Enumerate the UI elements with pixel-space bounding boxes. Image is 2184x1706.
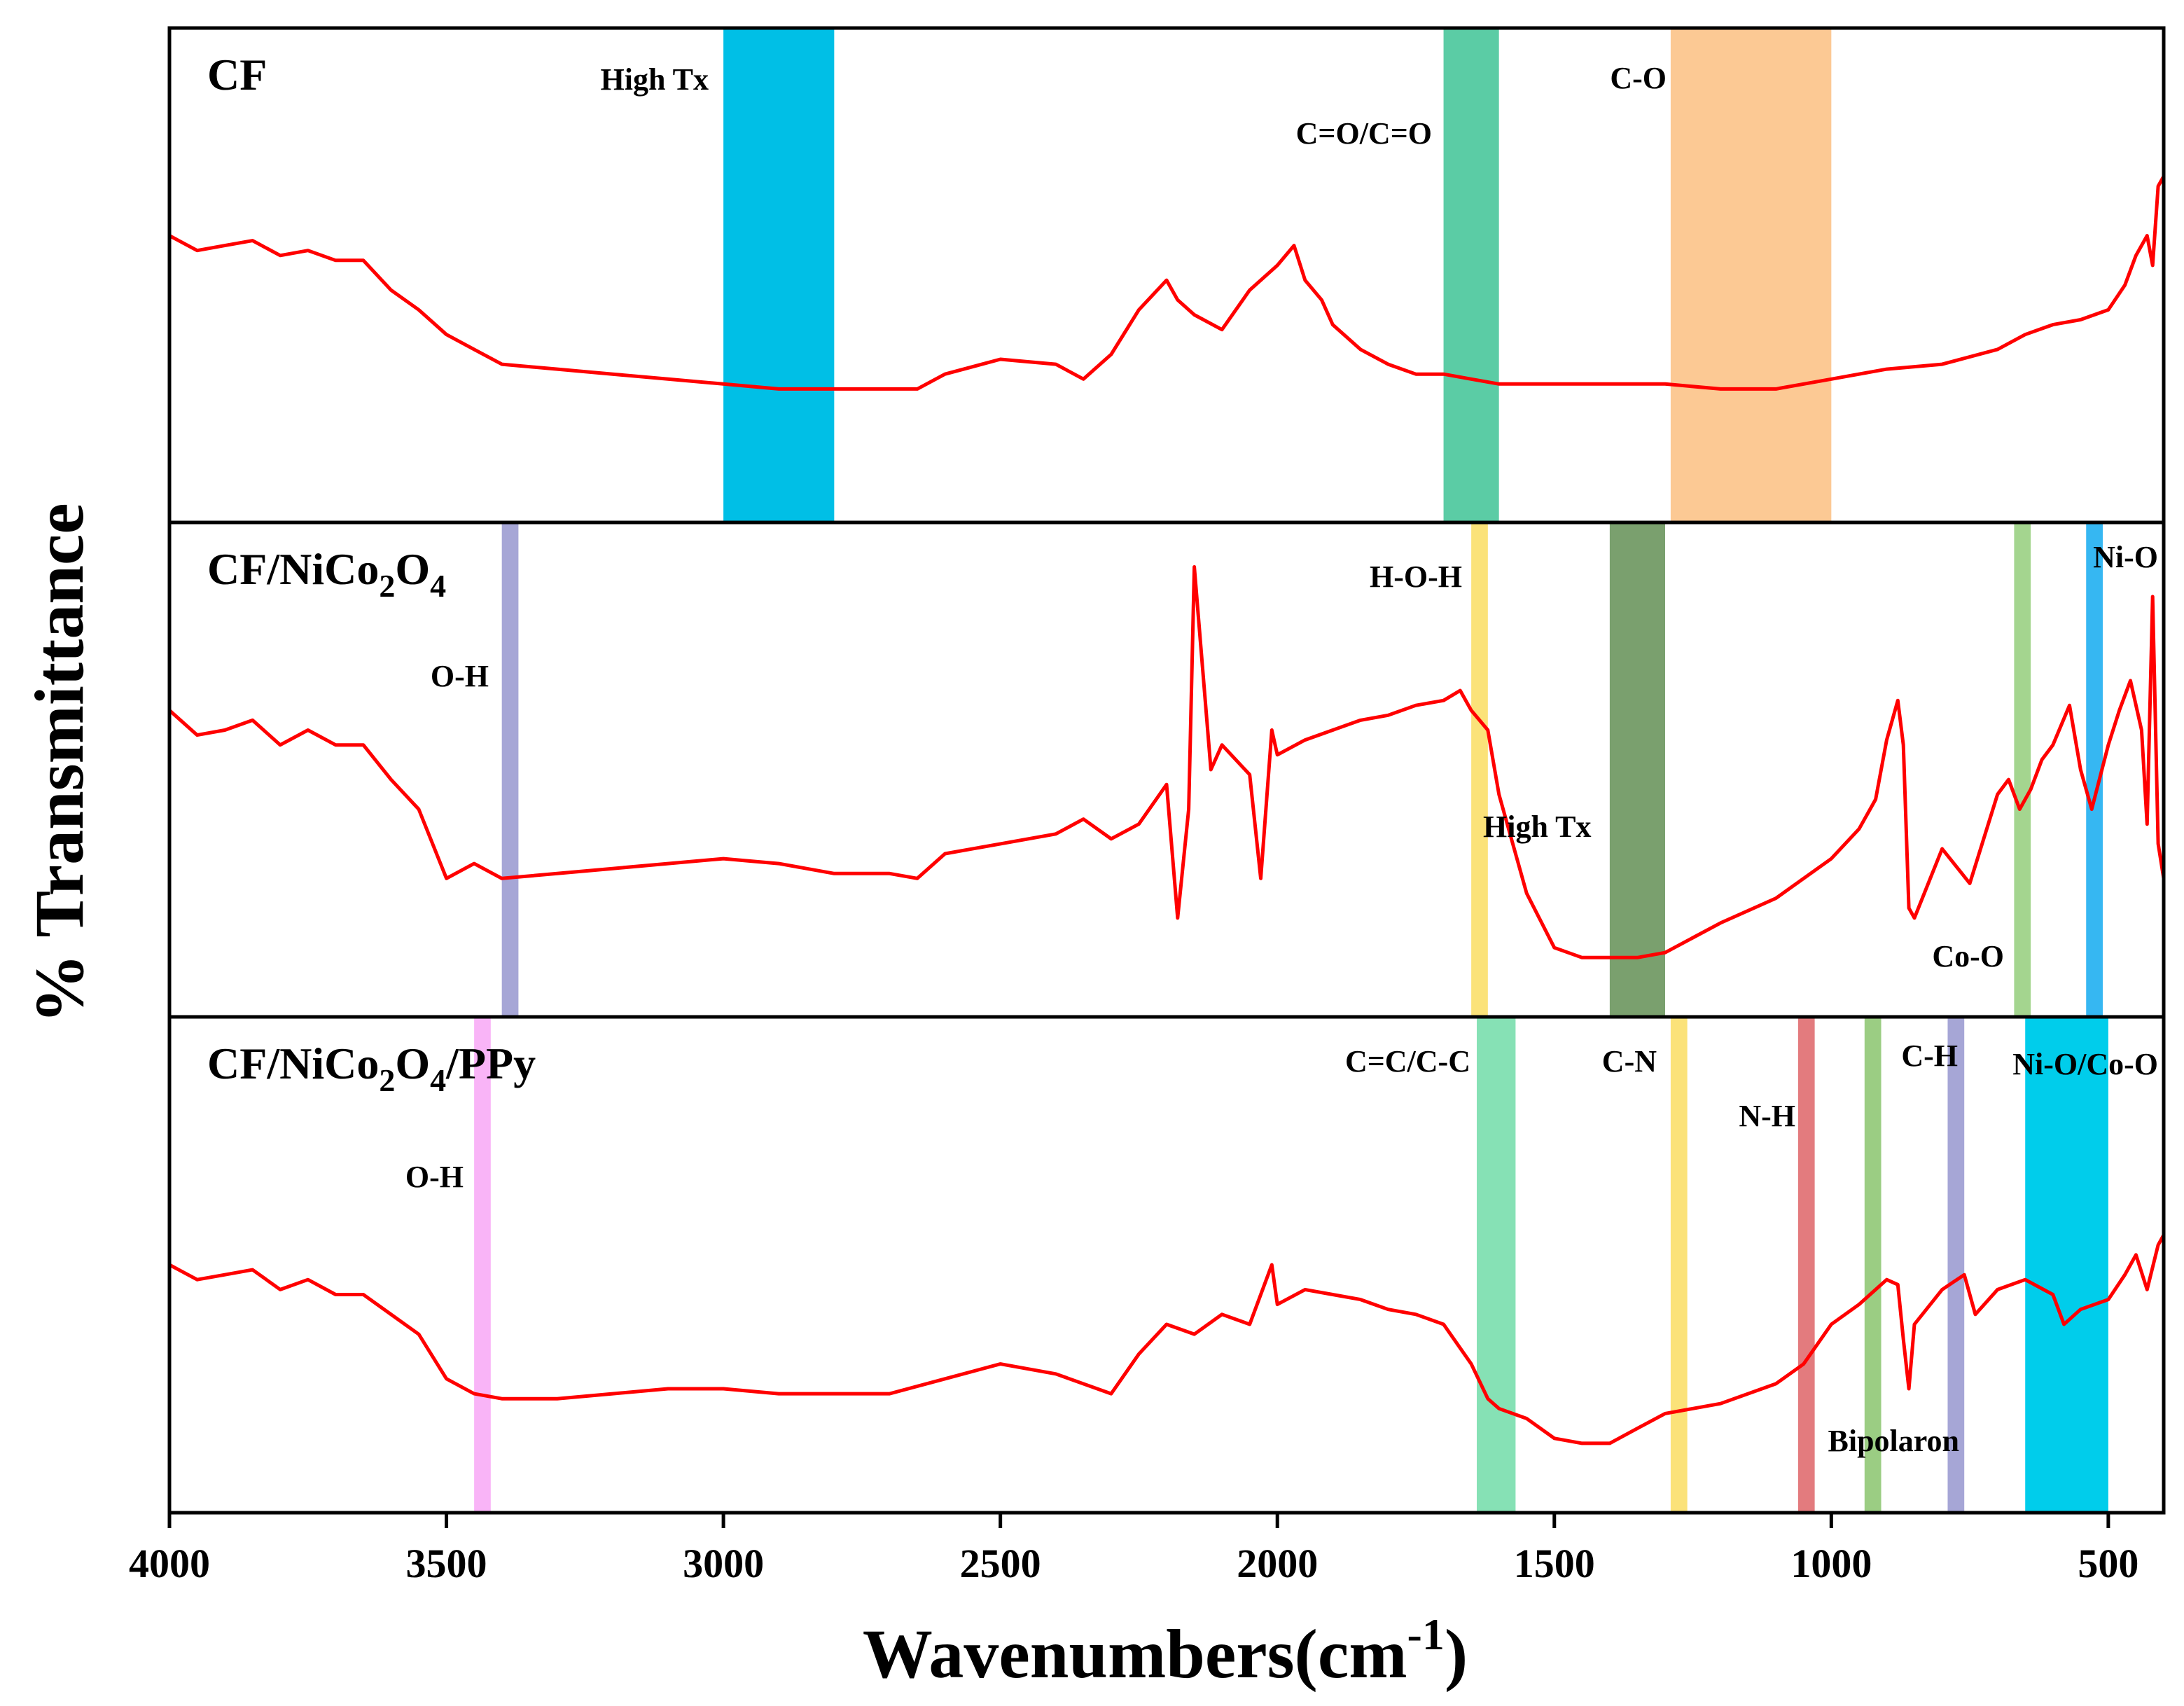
x-axis-title-superscript: -1 <box>1407 1609 1445 1659</box>
panel-title-1: CF/NiCo2O4 <box>207 544 446 604</box>
band-label-0-1: C=O/C=O <box>1296 116 1432 151</box>
band-1-2 <box>1609 522 1665 1017</box>
x-tick-label-5: 1500 <box>1514 1541 1595 1586</box>
band-labels-layer: High Tx C=O/C=O C-O O-H H-O-H High Tx Co-O Ni-O… <box>405 61 2158 1458</box>
band-label-1-3: Co-O <box>1932 939 2004 973</box>
panel-frame-0 <box>167 26 2166 525</box>
band-label-1-2: High Tx <box>1483 810 1591 844</box>
x-axis-title-close: ) <box>1445 1615 1468 1693</box>
band-2-3 <box>1797 1017 1815 1513</box>
band-1-3 <box>2014 522 2031 1017</box>
band-1-1 <box>1471 522 1488 1017</box>
panel-frame-1 <box>167 520 2166 1019</box>
series-layer <box>167 174 2166 1445</box>
band-label-0-2: C-O <box>1610 61 1667 95</box>
x-tick-label-1: 3500 <box>406 1541 487 1586</box>
x-tick-label-6: 1000 <box>1790 1541 1872 1586</box>
band-2-2 <box>1670 1017 1688 1513</box>
x-tick-label-3: 2500 <box>960 1541 1041 1586</box>
band-2-4 <box>1864 1017 1882 1513</box>
panel-frame-2 <box>167 1015 2166 1515</box>
band-2-5 <box>1947 1017 1965 1513</box>
band-1-0 <box>501 522 519 1017</box>
x-tick-label-7: 500 <box>2078 1541 2138 1586</box>
x-axis-title: Wavenumbers(cm-1) <box>863 1609 1468 1693</box>
band-label-2-1: C=C/C-C <box>1345 1044 1470 1079</box>
band-0-0 <box>723 28 835 522</box>
panel-title-0: CF <box>207 50 267 99</box>
band-label-2-3: N-H <box>1739 1099 1795 1133</box>
x-axis-title-main: Wavenumbers(cm <box>863 1615 1407 1693</box>
band-2-0 <box>474 1017 491 1513</box>
frames-layer <box>167 26 2166 1515</box>
band-label-1-1: H-O-H <box>1370 560 1462 594</box>
band-2-6 <box>2025 1017 2108 1513</box>
band-0-2 <box>1670 28 1832 522</box>
band-label-2-0: O-H <box>405 1160 464 1194</box>
band-label-2-6: Ni-O/Co-O <box>2012 1047 2158 1081</box>
panel-title-2: CF/NiCo2O4/PPy <box>207 1039 536 1098</box>
band-label-1-0: O-H <box>431 659 489 693</box>
y-axis-title: % Transmittance <box>20 503 98 1023</box>
bands-layer <box>474 28 2108 1513</box>
x-tick-label-4: 2000 <box>1237 1541 1318 1586</box>
band-label-2-4: Bipolaron <box>1828 1424 1959 1458</box>
band-0-1 <box>1443 28 1499 522</box>
series-line-2 <box>167 1233 2166 1445</box>
band-label-2-2: C-N <box>1602 1044 1657 1079</box>
x-tick-label-2: 3000 <box>683 1541 764 1586</box>
band-label-2-5: C-H <box>1901 1039 1958 1073</box>
band-label-1-4: Ni-O <box>2093 540 2158 574</box>
band-1-4 <box>2086 522 2103 1017</box>
x-tick-label-0: 4000 <box>129 1541 210 1586</box>
band-label-0-0: High Tx <box>601 62 709 97</box>
series-line-1 <box>167 565 2166 959</box>
series-line-0 <box>167 174 2166 391</box>
panel-titles-layer: CF CF/NiCo2O4 CF/NiCo2O4/PPy <box>207 50 536 1098</box>
band-2-1 <box>1477 1017 1516 1513</box>
x-axis: 4000 3500 3000 2500 2000 1500 1000 500 <box>129 1513 2138 1586</box>
